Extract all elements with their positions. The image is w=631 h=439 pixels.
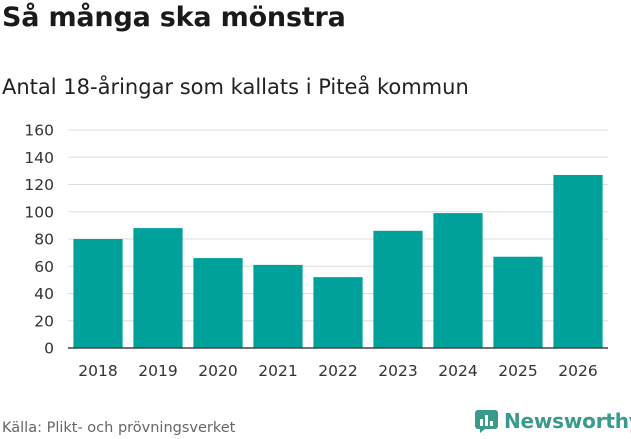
y-tick-label: 40 [34, 285, 54, 303]
bar-2021 [253, 264, 303, 348]
y-tick-label: 100 [24, 203, 54, 221]
x-tick-label: 2019 [138, 362, 177, 380]
x-tick-label: 2026 [558, 362, 597, 380]
newsworthy-logo-text: Newsworthy [504, 409, 631, 433]
y-tick-label: 120 [24, 176, 54, 194]
y-tick-label: 140 [24, 149, 54, 167]
x-tick-label: 2020 [198, 362, 237, 380]
x-tick-label: 2025 [498, 362, 537, 380]
x-tick-label: 2023 [378, 362, 417, 380]
y-tick-label: 0 [44, 340, 54, 358]
newsworthy-logo-icon [475, 409, 498, 433]
bar-2023 [373, 230, 423, 348]
bar-2018 [73, 239, 123, 348]
chart-title: Så många ska mönstra [2, 2, 346, 33]
x-tick-label: 2022 [318, 362, 357, 380]
y-tick-label: 20 [34, 312, 54, 330]
y-tick-label: 60 [34, 258, 54, 276]
y-tick-label: 160 [24, 122, 54, 140]
x-tick-label: 2024 [438, 362, 477, 380]
source-note: Källa: Plikt- och prövningsverket [2, 420, 236, 436]
bar-2019 [133, 228, 183, 348]
bar-2025 [493, 256, 543, 348]
x-tick-label: 2018 [78, 362, 117, 380]
newsworthy-logo: Newsworthy [475, 408, 631, 434]
chart-subtitle: Antal 18-åringar som kallats i Piteå kom… [2, 75, 469, 99]
bar-2024 [433, 213, 483, 348]
x-tick-label: 2021 [258, 362, 297, 380]
bar-2026 [553, 174, 603, 348]
bar-2020 [193, 258, 243, 348]
bar-2022 [313, 277, 363, 348]
y-tick-label: 80 [34, 231, 54, 249]
